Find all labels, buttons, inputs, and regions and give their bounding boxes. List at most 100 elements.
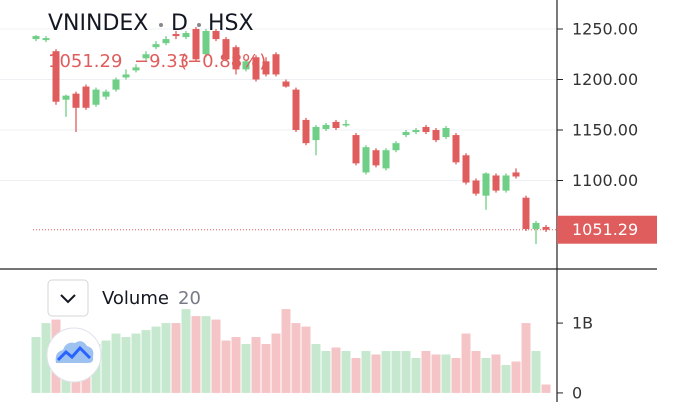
volume-bar <box>321 351 331 393</box>
logo[interactable] <box>46 327 102 383</box>
candle-body <box>172 34 180 37</box>
volume-bar <box>471 351 481 393</box>
volume-bar <box>411 358 421 393</box>
volume-bar <box>361 351 371 393</box>
candle-body <box>32 36 40 40</box>
candle-body <box>232 47 240 70</box>
candle-body <box>272 54 280 75</box>
volume-bar <box>171 323 181 393</box>
candle-body <box>312 126 320 141</box>
candle-body <box>52 51 60 102</box>
candle-body <box>252 57 260 80</box>
change: −9.33 <box>134 51 189 72</box>
candle-body <box>332 121 340 128</box>
volume-bar <box>441 354 451 393</box>
volume-bar <box>241 344 251 393</box>
volume-bar <box>351 358 361 393</box>
volume-bar <box>281 309 291 393</box>
candle-body <box>222 39 230 60</box>
candle-body <box>412 130 420 133</box>
volume-bar <box>501 364 511 393</box>
volume-bar <box>301 326 311 393</box>
volume-bar <box>271 333 281 393</box>
candle-body <box>422 126 430 133</box>
collapse-button[interactable] <box>47 279 89 317</box>
y-tick-label: 1250.00 <box>572 19 638 38</box>
separator-dot <box>159 23 163 27</box>
volume-length: 20 <box>178 288 201 309</box>
volume-bar <box>201 316 211 393</box>
volume-bar <box>121 337 131 393</box>
volume-bar <box>521 323 531 393</box>
candle-body <box>82 86 90 108</box>
candle-body <box>322 124 330 129</box>
candle-body <box>152 44 160 48</box>
volume-bar <box>331 347 341 393</box>
candle-body <box>472 180 480 194</box>
volume-bar <box>251 337 261 393</box>
last-price-box <box>557 215 657 244</box>
volume-bar <box>181 309 191 393</box>
candle-body <box>502 175 510 191</box>
candle-body <box>352 135 360 164</box>
candle-body <box>482 173 490 196</box>
candle-body <box>102 91 110 97</box>
volume-bar <box>401 351 411 393</box>
volume-bar <box>341 351 351 393</box>
volume-bar <box>311 344 321 393</box>
y-tick-label: 1100.00 <box>572 171 638 190</box>
y-tick-label: 1200.00 <box>572 70 638 89</box>
candle-body <box>342 123 350 126</box>
separator-dot <box>197 23 201 27</box>
exchange: HSX <box>208 11 254 36</box>
volume-title: Volume <box>102 288 169 309</box>
last-price: 1051.29 <box>48 51 122 72</box>
candle-body <box>62 95 70 100</box>
volume-bar <box>371 354 381 393</box>
candle-body <box>382 150 390 169</box>
y-tick-label: 0 <box>572 383 582 402</box>
volume-bar <box>141 330 151 393</box>
logo-line <box>56 345 92 362</box>
price-legend: VNINDEX D HSX 1051.29 −9.33 (−0.88%) <box>48 11 266 72</box>
candle-body <box>202 31 210 55</box>
candle-body <box>462 155 470 183</box>
last-price-label: 1051.29 <box>572 220 638 239</box>
candle-body <box>492 175 500 191</box>
volume-bar <box>481 358 491 393</box>
candle-body <box>392 143 400 151</box>
candle-body <box>452 135 460 163</box>
volume-legend: Volume 20 <box>47 279 201 317</box>
volume-bar <box>131 333 141 393</box>
candle-body <box>262 61 270 75</box>
volume-bar <box>261 344 271 393</box>
volume-bar <box>461 333 471 393</box>
symbol: VNINDEX <box>48 11 148 36</box>
interval: D <box>171 11 188 36</box>
volume-bar <box>41 323 51 393</box>
candle-body <box>512 172 520 177</box>
volume-bar <box>101 340 111 393</box>
volume-bar <box>531 351 541 393</box>
candle-body <box>242 61 250 70</box>
y-tick-label: 1150.00 <box>572 121 638 140</box>
volume-bar <box>211 319 221 393</box>
volume-bar <box>151 326 161 393</box>
candle-body <box>302 119 310 144</box>
candle-body <box>532 222 540 230</box>
candle-body <box>292 89 300 131</box>
price-pane <box>0 26 557 245</box>
candle-body <box>92 89 100 105</box>
chevron-icon <box>60 294 76 304</box>
volume-bar <box>391 351 401 393</box>
candle-body <box>122 74 130 78</box>
volume-bar <box>541 384 551 393</box>
candle-body <box>42 38 50 41</box>
volume-bar <box>381 351 391 393</box>
volume-bar <box>511 361 521 393</box>
volume-bar <box>491 354 501 393</box>
y-tick-label: 1B <box>572 314 593 333</box>
volume-bar <box>161 323 171 393</box>
volume-bar <box>421 351 431 393</box>
